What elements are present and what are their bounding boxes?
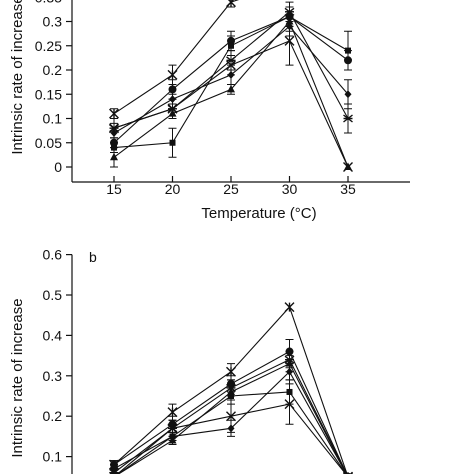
y-tick-label: 0.05 bbox=[35, 135, 62, 151]
y-tick-label: 0.3 bbox=[43, 14, 63, 30]
data-point bbox=[285, 359, 294, 367]
panel-b-ticks: 0.1 0.2 0.3 0.4 0.5 0.6 bbox=[43, 247, 72, 465]
y-tick-label: 0.35 bbox=[35, 0, 62, 5]
data-point bbox=[344, 162, 352, 170]
data-point bbox=[226, 366, 236, 377]
data-point bbox=[344, 90, 352, 99]
data-point bbox=[345, 47, 351, 54]
data-point bbox=[226, 411, 236, 422]
panel-b: 0.1 0.2 0.3 0.4 0.5 0.6 b Intrinsic rate of i… bbox=[9, 247, 353, 474]
error-bar bbox=[110, 472, 118, 474]
data-point bbox=[286, 367, 293, 376]
x-tick-label: 25 bbox=[223, 181, 239, 197]
panel-a-series bbox=[109, 0, 353, 172]
panel-a-series-diamond bbox=[110, 16, 352, 144]
data-point bbox=[226, 0, 236, 8]
y-tick-label: 0.15 bbox=[35, 86, 62, 102]
y-tick-label: 0.3 bbox=[43, 368, 63, 384]
y-tick-label: 0.25 bbox=[35, 38, 62, 54]
y-tick-label: 0 bbox=[54, 159, 62, 175]
data-point bbox=[286, 22, 293, 31]
panel-a-xlabel: Temperature (°C) bbox=[201, 205, 316, 222]
data-point bbox=[168, 85, 177, 94]
panel-b-letter: b bbox=[89, 249, 97, 265]
data-point bbox=[284, 302, 295, 313]
x-tick-label: 30 bbox=[282, 181, 298, 197]
data-point bbox=[110, 129, 118, 138]
panel-a-series-asterisk bbox=[109, 0, 240, 119]
y-tick-label: 0.1 bbox=[43, 111, 63, 127]
data-point bbox=[167, 69, 178, 80]
data-point bbox=[227, 387, 235, 395]
y-tick-label: 0.2 bbox=[43, 62, 63, 78]
y-tick-label: 0.4 bbox=[43, 327, 63, 343]
data-point bbox=[228, 42, 234, 49]
data-point bbox=[169, 432, 176, 441]
data-point bbox=[284, 399, 295, 410]
data-point bbox=[167, 407, 178, 418]
data-point bbox=[343, 114, 353, 123]
panel-a-axes bbox=[71, 0, 410, 183]
y-tick-label: 0.1 bbox=[43, 449, 63, 465]
panel-a-ticks: 0 0.05 0.1 0.15 0.2 0.25 0.3 0.35 15 20 25 30 35 bbox=[35, 0, 356, 197]
data-point bbox=[227, 84, 235, 93]
x-tick-label: 20 bbox=[165, 181, 181, 197]
y-tick-label: 0.6 bbox=[43, 247, 63, 263]
x-tick-label: 15 bbox=[106, 181, 122, 197]
y-tick-label: 0.2 bbox=[43, 408, 63, 424]
data-point bbox=[169, 95, 176, 104]
panel-a-ylabel: Intrinsic rate of increase bbox=[9, 0, 26, 155]
panel-b-ylabel: Intrinsic rate of increase bbox=[9, 298, 26, 457]
panel-a: 0 0.05 0.1 0.15 0.2 0.25 0.3 0.35 15 20 25 30 35 Int… bbox=[9, 0, 410, 222]
panel-b-series bbox=[109, 302, 353, 474]
x-tick-label: 35 bbox=[340, 181, 356, 197]
data-point bbox=[227, 70, 235, 79]
y-tick-label: 0.5 bbox=[43, 287, 63, 303]
data-point bbox=[227, 424, 235, 433]
data-point bbox=[168, 109, 177, 117]
data-point bbox=[169, 139, 176, 146]
data-point bbox=[109, 108, 119, 119]
data-point bbox=[110, 152, 118, 161]
data-point bbox=[284, 35, 295, 46]
